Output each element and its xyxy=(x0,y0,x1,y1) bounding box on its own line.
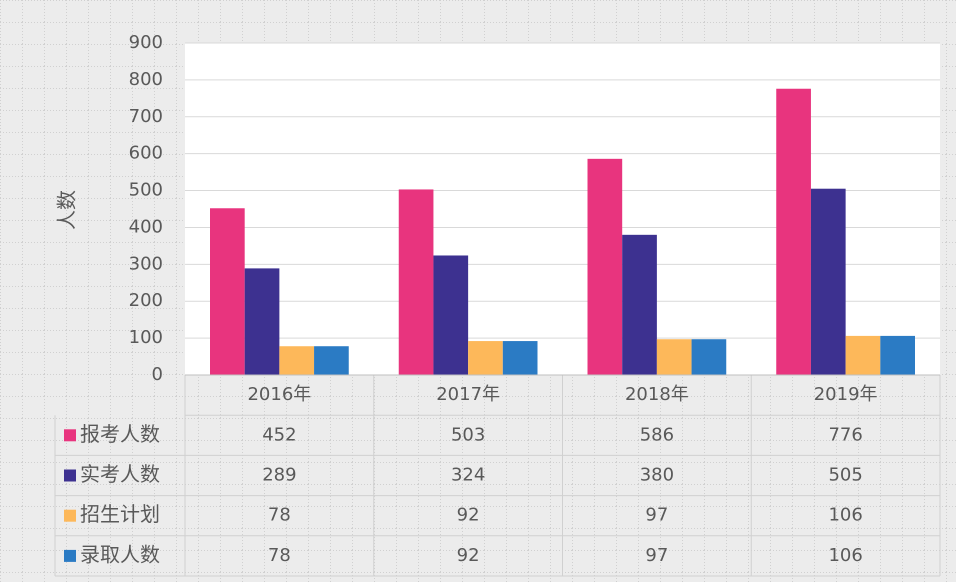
bar xyxy=(210,208,245,375)
table-value: 776 xyxy=(828,424,862,445)
table-value: 106 xyxy=(828,545,862,566)
y-tick-label: 900 xyxy=(129,32,163,53)
y-tick-label: 500 xyxy=(129,180,163,201)
bar xyxy=(656,339,692,375)
table-value: 503 xyxy=(451,424,485,445)
bar xyxy=(587,158,623,375)
table-value: 452 xyxy=(262,424,296,445)
table-value: 92 xyxy=(457,505,480,526)
bar xyxy=(845,335,881,375)
legend-label: 录取人数 xyxy=(80,542,160,566)
table-value: 106 xyxy=(828,505,862,526)
table-value: 78 xyxy=(268,545,291,566)
table-value: 92 xyxy=(457,545,480,566)
bar xyxy=(776,88,811,376)
table-value: 97 xyxy=(645,505,668,526)
legend-label: 实考人数 xyxy=(80,462,160,486)
x-tick-label: 2019年 xyxy=(814,384,878,405)
table-value: 78 xyxy=(268,505,291,526)
legend-swatch xyxy=(64,469,76,482)
legend-swatch xyxy=(64,509,76,522)
bar xyxy=(622,234,657,375)
table-value: 505 xyxy=(828,465,862,486)
y-tick-label: 600 xyxy=(129,143,163,164)
y-tick-label: 200 xyxy=(129,290,163,311)
legend-swatch xyxy=(64,429,76,442)
legend-label: 招生计划 xyxy=(80,502,160,526)
x-tick-label: 2018年 xyxy=(625,384,689,405)
y-tick-label: 0 xyxy=(152,364,163,385)
legend-label: 报考人数 xyxy=(80,422,160,446)
table-value: 324 xyxy=(451,465,485,486)
bar xyxy=(398,189,434,375)
y-tick-label: 800 xyxy=(129,69,163,90)
y-tick-label: 300 xyxy=(129,253,163,274)
table-value: 380 xyxy=(640,465,674,486)
bar xyxy=(880,335,915,375)
x-tick-label: 2017年 xyxy=(436,384,500,405)
y-tick-label: 700 xyxy=(129,106,163,127)
bar xyxy=(244,268,280,375)
y-axis-label: 人数 xyxy=(55,190,79,230)
bar xyxy=(502,341,538,375)
y-tick-label: 100 xyxy=(129,327,163,348)
bar xyxy=(810,188,846,375)
bar xyxy=(468,341,503,375)
bar xyxy=(691,339,727,375)
table-value: 586 xyxy=(640,424,674,445)
table-value: 289 xyxy=(262,465,296,486)
x-tick-label: 2016年 xyxy=(247,384,311,405)
y-tick-label: 400 xyxy=(129,216,163,237)
bar xyxy=(314,346,349,375)
bar xyxy=(433,255,469,375)
table-value: 97 xyxy=(645,545,668,566)
legend-swatch xyxy=(64,549,76,562)
bar xyxy=(279,346,315,375)
